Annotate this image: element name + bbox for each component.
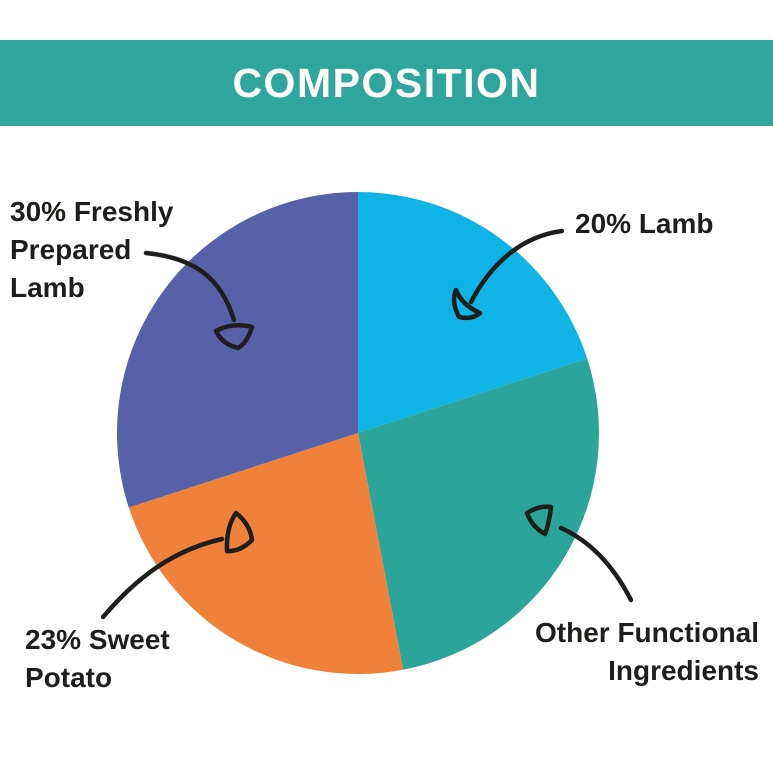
arrow-sweet-potato	[100, 510, 255, 620]
arrow-freshly-prepared-lamb	[143, 250, 255, 351]
pie-slice-other-functional-ingredients	[358, 358, 599, 670]
arrowhead-icon	[524, 504, 554, 537]
arrow-line	[558, 525, 634, 603]
callout-sweet-potato: 23% Sweet Potato	[25, 624, 170, 693]
arrowhead-icon	[451, 287, 483, 321]
arrow-line	[100, 536, 225, 620]
arrow-line	[468, 228, 565, 305]
arrow-line	[143, 250, 237, 323]
page-title: COMPOSITION	[232, 59, 541, 106]
arrow-lamb	[451, 228, 565, 321]
callout-freshly-prepared-lamb: 30% Freshly Prepared Lamb	[10, 196, 174, 303]
arrowhead-icon	[224, 510, 255, 554]
callout-arrows	[100, 228, 634, 620]
callout-other-functional: Other Functional Ingredients	[535, 617, 759, 686]
arrowhead-icon	[213, 322, 255, 351]
pie-slices	[117, 192, 599, 674]
title-banner: COMPOSITION	[0, 40, 773, 126]
pie-slice-23-sweet-potato	[128, 433, 404, 674]
callout-lamb: 20% Lamb	[575, 208, 714, 239]
arrow-other-functional	[524, 504, 634, 603]
pie-slice-20-lamb	[358, 192, 588, 433]
